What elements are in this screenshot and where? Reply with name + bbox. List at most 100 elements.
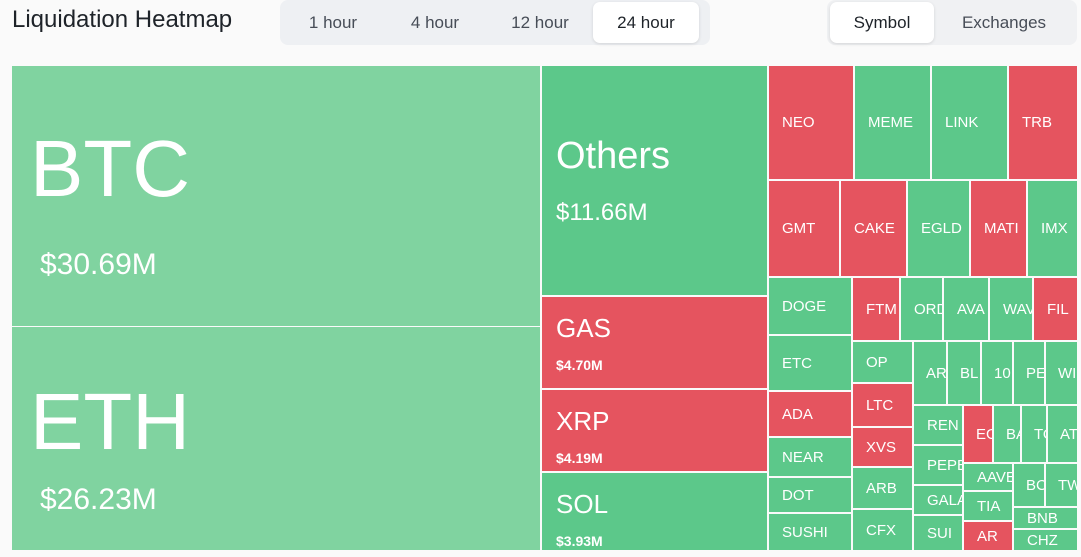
cell-label: AAVE bbox=[977, 468, 1012, 486]
treemap-cell[interactable]: TRB bbox=[1009, 66, 1077, 179]
cell-label: PEPE bbox=[927, 456, 962, 474]
treemap-cell[interactable]: ADA bbox=[769, 392, 851, 436]
treemap-cell[interactable]: MEME bbox=[855, 66, 930, 179]
treemap-cell[interactable]: LTC bbox=[853, 384, 912, 426]
treemap-cell[interactable]: SOL $3.93M bbox=[542, 473, 767, 550]
treemap-cell[interactable]: ARB bbox=[853, 468, 912, 508]
cell-value: $4.19M bbox=[556, 450, 603, 466]
treemap-cell[interactable]: ETH $26.23M bbox=[12, 327, 540, 550]
treemap-cell[interactable]: ETC bbox=[769, 336, 851, 390]
treemap-cell[interactable]: Others $11.66M bbox=[542, 66, 767, 295]
treemap-cell[interactable]: ORD bbox=[901, 278, 942, 340]
treemap-cell[interactable]: CHZ bbox=[1014, 530, 1077, 550]
treemap-cell[interactable]: GMT bbox=[769, 181, 839, 276]
treemap-cell[interactable]: CFX bbox=[853, 510, 912, 550]
cell-label: WI bbox=[1058, 364, 1077, 382]
treemap-cell[interactable]: NEO bbox=[769, 66, 853, 179]
treemap-cell[interactable]: MATI bbox=[971, 181, 1026, 276]
cell-label: ARB bbox=[866, 479, 897, 497]
treemap-cell[interactable]: TW bbox=[1046, 464, 1077, 506]
treemap-cell[interactable]: WAV bbox=[990, 278, 1032, 340]
treemap-cell[interactable]: BA bbox=[994, 406, 1020, 462]
cell-label: ADA bbox=[782, 405, 813, 423]
time-tab[interactable]: 24 hour bbox=[593, 2, 699, 43]
treemap-cell[interactable]: TO bbox=[1022, 406, 1046, 462]
treemap-cell[interactable]: 10 bbox=[982, 342, 1012, 404]
treemap-cell[interactable]: DOGE bbox=[769, 278, 851, 334]
cell-label: GMT bbox=[782, 220, 816, 237]
treemap-cell[interactable]: CAKE bbox=[841, 181, 906, 276]
treemap-cell[interactable]: AVA bbox=[944, 278, 988, 340]
cell-label: EG bbox=[976, 425, 992, 443]
cell-value: $11.66M bbox=[556, 198, 648, 226]
treemap-cell[interactable]: SUI bbox=[914, 516, 962, 550]
cell-label: NEAR bbox=[782, 448, 824, 466]
treemap-cell[interactable]: TIA bbox=[964, 492, 1012, 520]
treemap-cell[interactable]: PE bbox=[1014, 342, 1044, 404]
cell-label: ETH bbox=[30, 377, 190, 467]
cell-label: CFX bbox=[866, 521, 896, 539]
treemap-cell[interactable]: BTC $30.69M bbox=[12, 66, 540, 326]
cell-label: EGLD bbox=[921, 220, 962, 237]
cell-label: CHZ bbox=[1027, 531, 1058, 549]
cell-label: IMX bbox=[1041, 220, 1068, 237]
cell-label: SUSHI bbox=[782, 523, 828, 541]
cell-label: BA bbox=[1006, 425, 1020, 443]
cell-value: $30.69M bbox=[40, 248, 157, 281]
treemap-cell[interactable]: EG bbox=[964, 406, 992, 462]
cell-label: PE bbox=[1026, 364, 1044, 382]
cell-label: BC bbox=[1026, 476, 1044, 494]
cell-label: XRP bbox=[556, 406, 610, 436]
view-tab[interactable]: Symbol bbox=[830, 2, 934, 43]
cell-label: AR bbox=[977, 527, 998, 545]
cell-label: GALA bbox=[927, 491, 962, 509]
time-tab[interactable]: 4 hour bbox=[410, 12, 460, 32]
cell-label: MATI bbox=[984, 220, 1019, 237]
treemap-cell[interactable]: NEAR bbox=[769, 438, 851, 476]
treemap-cell[interactable]: WI bbox=[1046, 342, 1077, 404]
treemap-cell[interactable]: OP bbox=[853, 342, 912, 382]
treemap-cell[interactable]: SUSHI bbox=[769, 514, 851, 550]
cell-value: $3.93M bbox=[556, 533, 603, 549]
time-tabs: 1 hour 4 hour 12 hour 24 hour bbox=[280, 0, 710, 45]
treemap-cell[interactable]: XVS bbox=[853, 428, 912, 466]
view-tab[interactable]: Exchanges bbox=[961, 12, 1047, 32]
treemap-cell[interactable]: AR bbox=[914, 342, 946, 404]
cell-label: OP bbox=[866, 353, 888, 371]
time-tab[interactable]: 12 hour bbox=[511, 12, 569, 32]
cell-label: WAV bbox=[1003, 300, 1032, 318]
cell-label: Others bbox=[556, 134, 671, 177]
cell-label: FIL bbox=[1047, 300, 1069, 318]
treemap-cell[interactable]: GALA bbox=[914, 486, 962, 514]
treemap-cell[interactable]: AT bbox=[1048, 406, 1077, 462]
treemap-cell[interactable]: GAS $4.70M bbox=[542, 297, 767, 388]
treemap-cell[interactable]: PEPE bbox=[914, 446, 962, 484]
cell-label: GAS bbox=[556, 313, 611, 343]
time-tab[interactable]: 1 hour bbox=[308, 12, 358, 32]
treemap-cell[interactable]: REN bbox=[914, 406, 962, 444]
cell-label: XVS bbox=[866, 438, 897, 456]
treemap-cell[interactable]: BNB bbox=[1014, 508, 1077, 528]
treemap-cell[interactable]: AAVE bbox=[964, 464, 1012, 490]
cell-label: CAKE bbox=[854, 220, 895, 237]
treemap-cell[interactable]: BL bbox=[948, 342, 980, 404]
cell-label: TIA bbox=[977, 497, 1001, 515]
cell-label: LINK bbox=[945, 114, 979, 131]
treemap-cell[interactable]: XRP $4.19M bbox=[542, 390, 767, 471]
treemap-cell[interactable]: AR bbox=[964, 522, 1012, 550]
treemap-cell[interactable]: IMX bbox=[1028, 181, 1077, 276]
page-title: Liquidation Heatmap bbox=[12, 6, 233, 33]
treemap-cell[interactable]: LINK bbox=[932, 66, 1007, 179]
treemap-cell[interactable]: DOT bbox=[769, 478, 851, 512]
cell-label: 10 bbox=[994, 364, 1011, 382]
treemap-cell[interactable]: FIL bbox=[1034, 278, 1077, 340]
cell-label: AT bbox=[1060, 425, 1077, 443]
cell-label: REN bbox=[927, 416, 959, 434]
treemap-cell[interactable]: BC bbox=[1014, 464, 1044, 506]
cell-label: BTC bbox=[30, 124, 190, 214]
treemap-cell[interactable]: EGLD bbox=[908, 181, 969, 276]
treemap-cell[interactable]: FTM bbox=[853, 278, 899, 340]
cell-value: $26.23M bbox=[40, 483, 157, 517]
cell-label: LTC bbox=[866, 396, 894, 414]
